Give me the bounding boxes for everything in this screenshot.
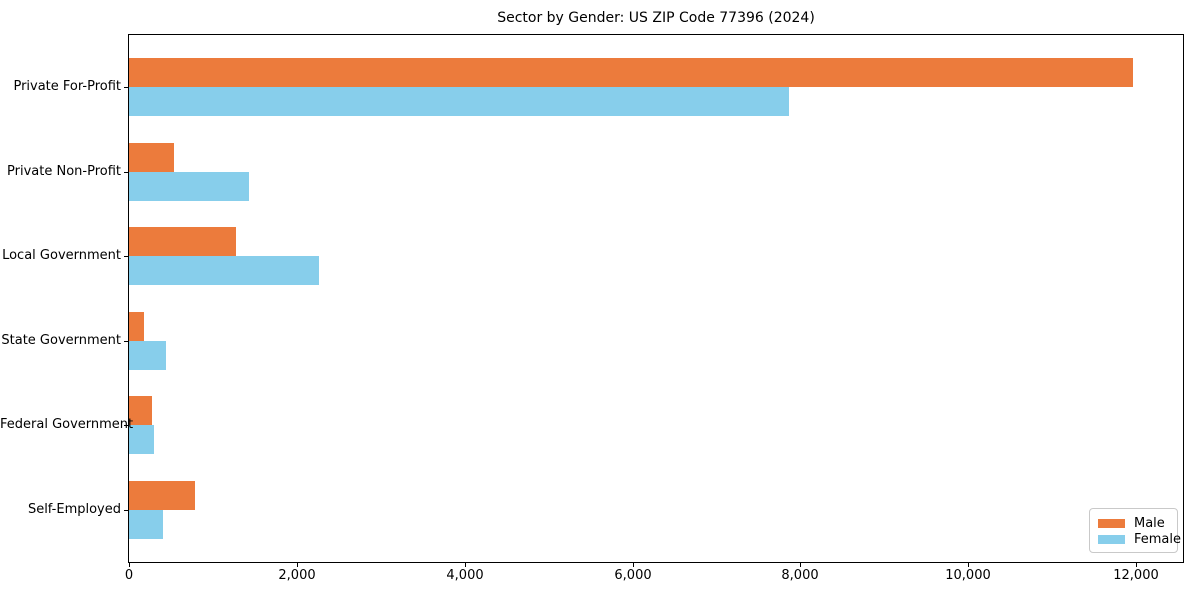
legend-item: Female	[1098, 531, 1181, 547]
male-bar	[129, 480, 196, 510]
legend-swatch-female	[1098, 534, 1125, 544]
y-tick-mark	[124, 256, 128, 257]
chart-title: Sector by Gender: US ZIP Code 77396 (202…	[497, 10, 815, 26]
male-bar	[129, 142, 175, 172]
y-tick-label: Self-Employed	[27, 502, 121, 517]
y-tick-mark	[124, 87, 128, 88]
y-tick-label: Federal Government	[0, 417, 134, 432]
legend-label: Male	[1134, 515, 1165, 531]
legend-label: Female	[1134, 531, 1182, 547]
y-tick-mark	[124, 425, 128, 426]
male-bar	[129, 311, 144, 341]
x-tick-mark	[1136, 563, 1137, 567]
female-bar	[129, 171, 249, 201]
y-tick-label: Private Non-Profit	[7, 164, 121, 179]
x-tick-label: 4,000	[446, 568, 484, 583]
male-bar	[129, 227, 237, 257]
y-tick-label: Private For-Profit	[13, 79, 121, 94]
x-tick-mark	[129, 563, 130, 567]
x-tick-mark	[633, 563, 634, 567]
x-tick-label: 8,000	[781, 568, 819, 583]
plot-area	[128, 34, 1184, 563]
female-bar	[129, 256, 319, 286]
x-tick-label: 0	[124, 568, 134, 583]
x-tick-mark	[800, 563, 801, 567]
x-tick-label: 2,000	[278, 568, 316, 583]
female-bar	[129, 425, 155, 455]
x-tick-mark	[297, 563, 298, 567]
y-tick-label: Local Government	[2, 248, 121, 263]
y-tick-mark	[124, 172, 128, 173]
legend-swatch-male	[1098, 518, 1125, 528]
x-tick-label: 6,000	[614, 568, 652, 583]
male-bar	[129, 58, 1133, 88]
female-bar	[129, 509, 164, 539]
y-tick-label: State Government	[1, 333, 121, 348]
y-tick-mark	[124, 341, 128, 342]
male-bar	[129, 396, 152, 426]
legend-item: Male	[1098, 515, 1169, 531]
female-bar	[129, 87, 790, 117]
y-tick-mark	[124, 510, 128, 511]
x-tick-mark	[968, 563, 969, 567]
legend: Male Female	[1089, 508, 1181, 553]
x-tick-label: 12,000	[1113, 568, 1159, 583]
x-tick-mark	[465, 563, 466, 567]
female-bar	[129, 340, 166, 370]
x-tick-label: 10,000	[945, 568, 991, 583]
